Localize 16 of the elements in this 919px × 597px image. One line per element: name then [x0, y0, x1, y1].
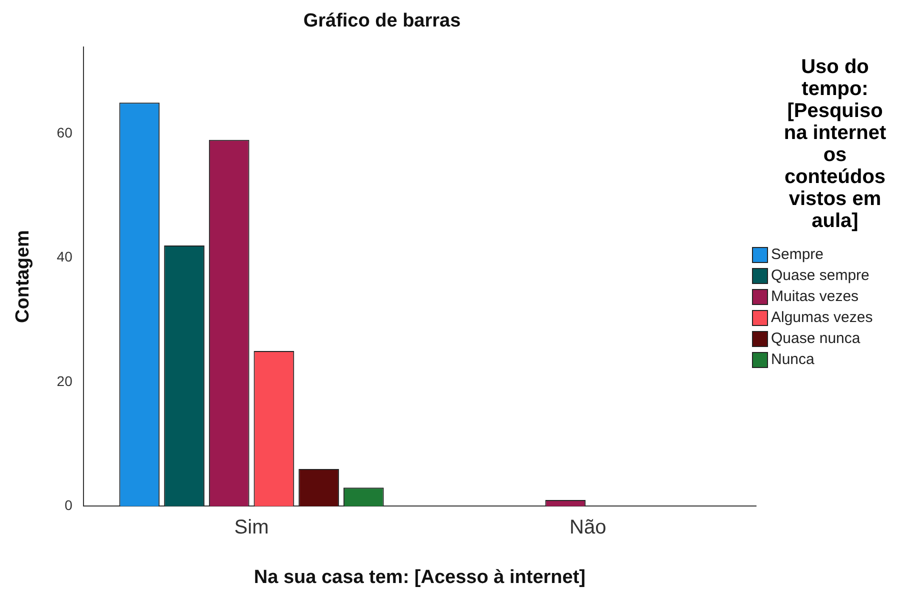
legend-label: Nunca [771, 351, 814, 368]
legend-label: Sempre [771, 246, 824, 263]
x-axis-title: Na sua casa tem: [Acesso à internet] [254, 566, 586, 588]
x-tick-label: Sim [234, 516, 269, 539]
y-tick-label: 0 [64, 497, 73, 514]
x-tick-label: Não [569, 516, 606, 539]
legend-label: Muitas vezes [771, 288, 859, 305]
legend-label: Algumas vezes [771, 309, 873, 326]
chart-title: Gráfico de barras [303, 10, 461, 32]
y-tick-label: 40 [56, 248, 73, 265]
legend-label: Quase nunca [771, 330, 860, 347]
legend-title: Uso do tempo: [Pesquiso na internet os conteúdos vistos em aula] [782, 56, 888, 232]
y-tick-label: 60 [56, 124, 73, 141]
y-tick-label: 20 [56, 372, 73, 389]
y-axis-title: Contagem [12, 230, 34, 323]
legend-label: Quase sempre [771, 267, 870, 284]
